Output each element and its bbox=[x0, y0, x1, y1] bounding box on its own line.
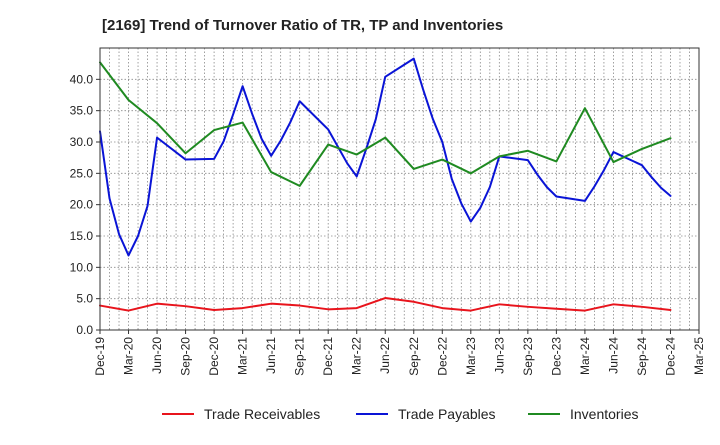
legend-label: Inventories bbox=[570, 406, 638, 422]
x-tick-label: Mar-23 bbox=[464, 337, 478, 375]
series-lines bbox=[99, 57, 672, 312]
legend: Trade Receivables Trade Payables Inventori… bbox=[162, 406, 638, 422]
x-tick-label: Mar-25 bbox=[692, 337, 706, 375]
legend-label: Trade Payables bbox=[398, 406, 496, 422]
x-tick-label: Sep-21 bbox=[293, 337, 307, 376]
x-tick-label: Sep-20 bbox=[179, 337, 193, 376]
series-line-3 bbox=[99, 61, 672, 187]
x-tick-label: Jun-22 bbox=[378, 337, 392, 374]
series-line-2 bbox=[99, 57, 672, 257]
y-tick-label: 40.0 bbox=[70, 72, 94, 86]
x-tick-label: Jun-21 bbox=[264, 337, 278, 374]
series-line-1 bbox=[99, 297, 672, 312]
x-tick-label: Jun-24 bbox=[606, 337, 620, 374]
plot-frame bbox=[99, 47, 700, 331]
axes: 0.0 5.0 10.0 15.0 20.0 25.0 30.0 35.0 40.0 Dec-19… bbox=[70, 72, 706, 375]
x-tick-label: Sep-23 bbox=[521, 337, 535, 376]
x-tick-label: Dec-20 bbox=[207, 337, 221, 376]
legend-label: Trade Receivables bbox=[204, 406, 320, 422]
y-tick-label: 25.0 bbox=[70, 166, 94, 180]
x-tick-label: Mar-20 bbox=[122, 337, 136, 375]
y-tick-label: 35.0 bbox=[70, 104, 94, 118]
y-tick-label: 15.0 bbox=[70, 229, 94, 243]
x-tick-label: Dec-23 bbox=[549, 337, 563, 376]
gridlines bbox=[99, 48, 700, 331]
x-tick-label: Jun-23 bbox=[492, 337, 506, 374]
x-tick-label: Mar-21 bbox=[236, 337, 250, 375]
x-tick-label: Dec-21 bbox=[321, 337, 335, 376]
plot-area bbox=[100, 48, 699, 330]
x-tick-label: Sep-22 bbox=[407, 337, 421, 376]
x-tick-label: Sep-24 bbox=[635, 337, 649, 376]
x-tick-label: Jun-20 bbox=[150, 337, 164, 374]
x-tick-label: Dec-24 bbox=[663, 337, 677, 376]
x-tick-label: Mar-24 bbox=[578, 337, 592, 375]
y-tick-label: 0.0 bbox=[76, 323, 93, 337]
x-tick-label: Dec-22 bbox=[435, 337, 449, 376]
y-tick-label: 10.0 bbox=[70, 260, 94, 274]
y-tick-label: 20.0 bbox=[70, 198, 94, 212]
chart-title: [2169] Trend of Turnover Ratio of TR, TP… bbox=[102, 17, 503, 34]
y-tick-label: 30.0 bbox=[70, 135, 94, 149]
y-tick-label: 5.0 bbox=[76, 292, 93, 306]
x-tick-label: Mar-22 bbox=[350, 337, 364, 375]
x-tick-label: Dec-19 bbox=[93, 337, 107, 376]
